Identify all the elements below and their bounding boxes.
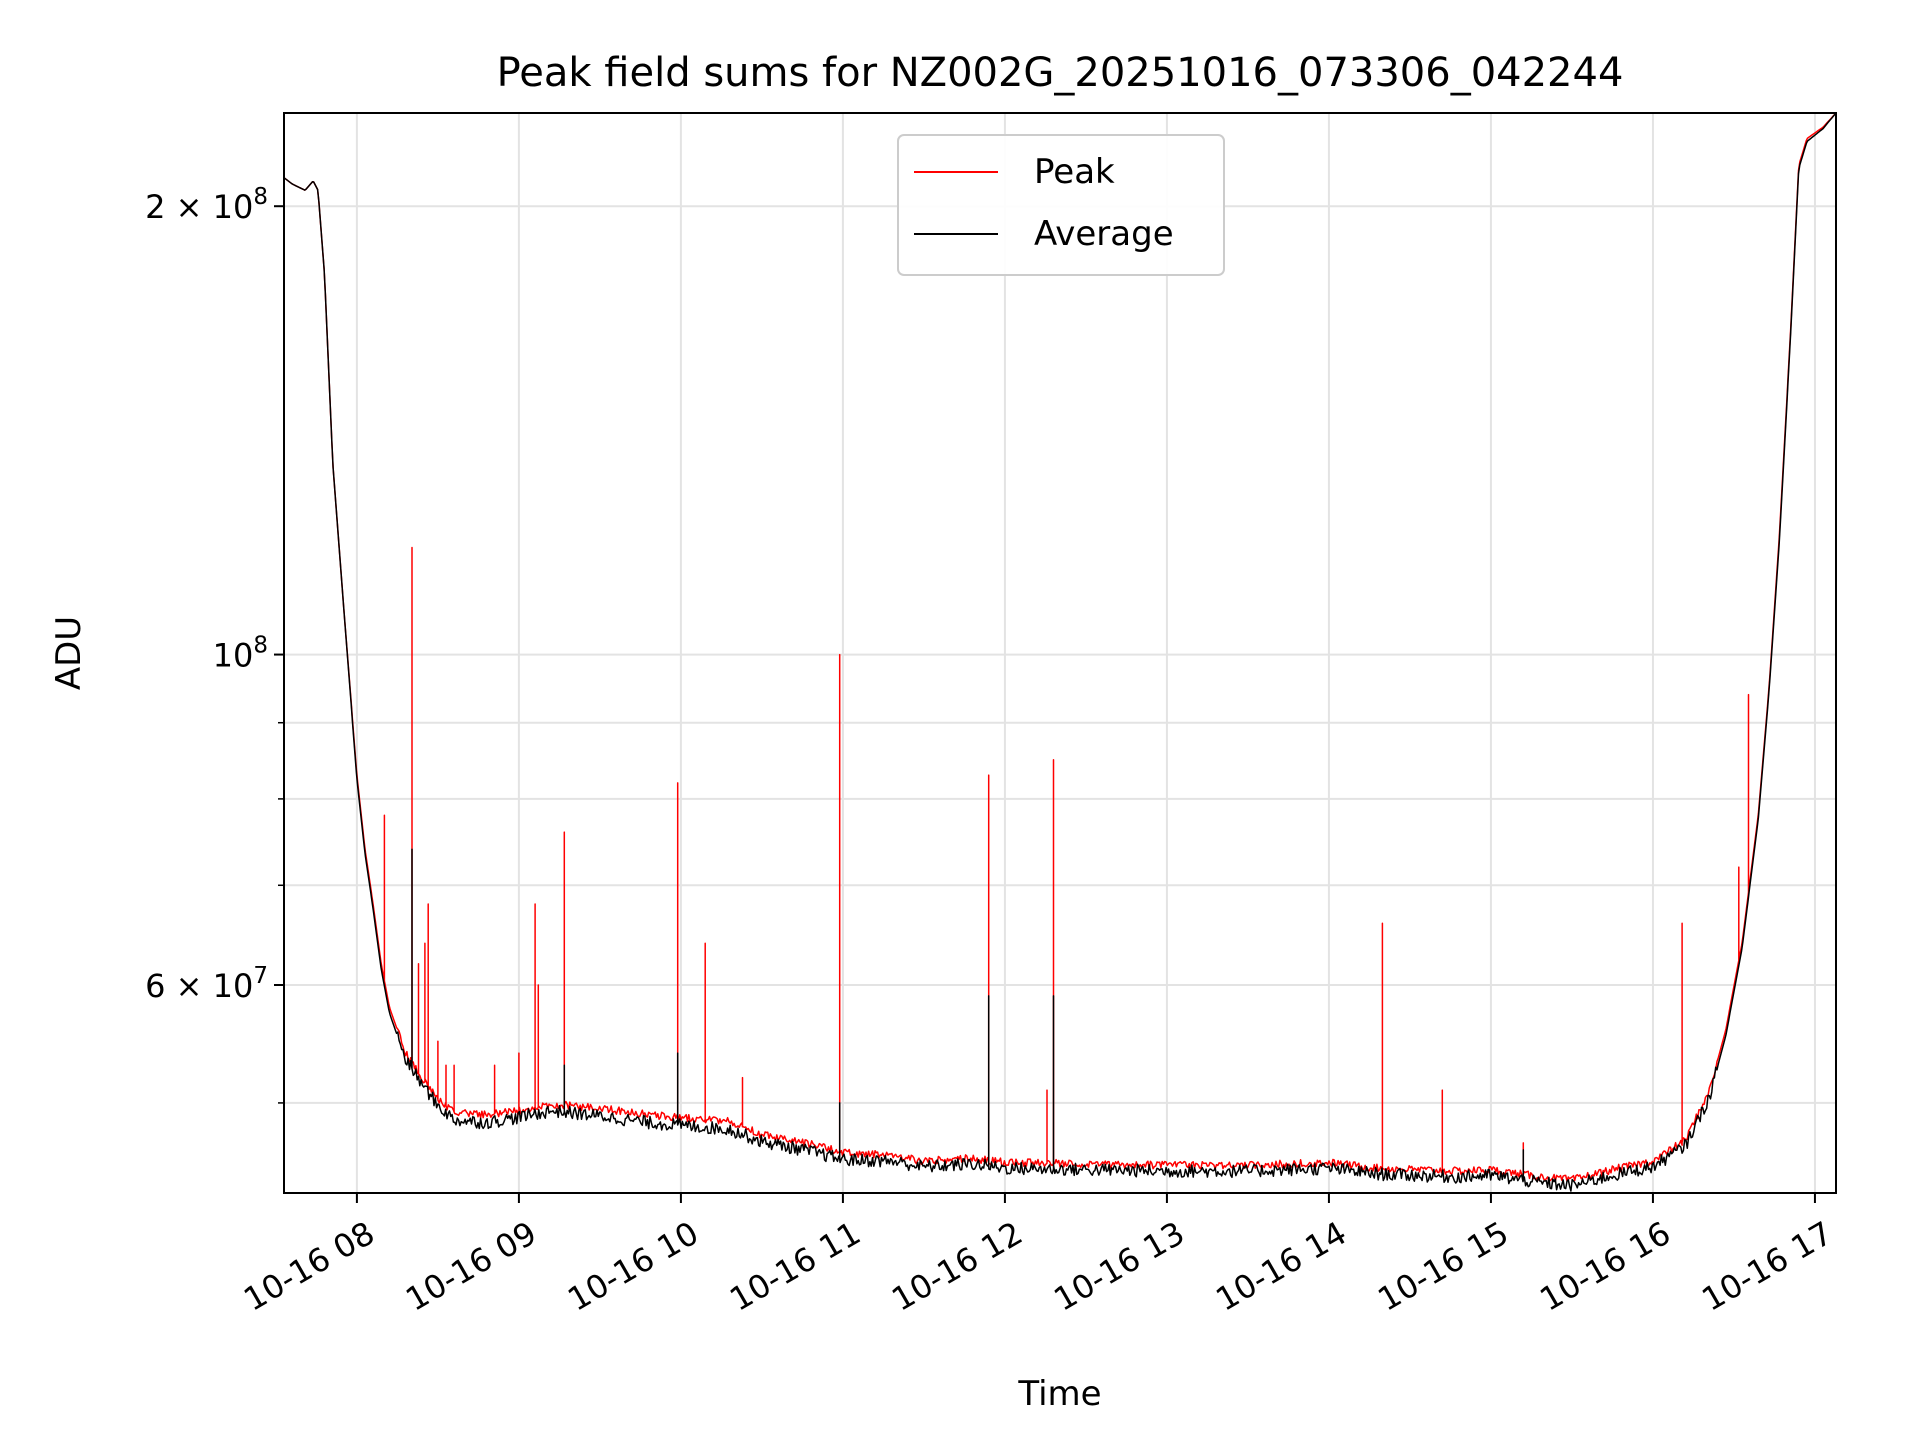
y-tick-label: 6 × 107: [145, 963, 268, 1005]
plot-series: [284, 113, 1836, 1192]
y-axis-label: ADU: [49, 616, 89, 690]
legend-box: [897, 134, 1225, 276]
x-tick-label: 10-16 10: [561, 1214, 705, 1319]
series-line-peak: [284, 113, 1836, 1183]
x-tick-label: 10-16 12: [885, 1214, 1029, 1319]
chart-title: Peak field sums for NZ002G_20251016_0733…: [497, 50, 1624, 96]
x-tick-label: 10-16 08: [237, 1214, 381, 1319]
plot-frame: [283, 112, 1837, 1194]
x-tick-label: 10-16 15: [1371, 1214, 1515, 1319]
legend-peak-label: Peak: [1034, 152, 1115, 192]
x-tick-label: 10-16 17: [1695, 1214, 1839, 1319]
y-tick-label: 2 × 108: [145, 184, 268, 226]
x-tick-label: 10-16 11: [723, 1214, 867, 1319]
legend-average-label: Average: [1034, 214, 1174, 254]
axis-ticks: 10-16 08 10-16 09 10-16 10 10-16 11 10-16 12…: [145, 184, 1839, 1318]
legend: Peak Average: [897, 134, 1225, 276]
y-tick-label: 108: [213, 633, 268, 675]
x-tick-label: 10-16 09: [399, 1214, 543, 1319]
series-line-average: [284, 113, 1836, 1192]
x-axis-label: Time: [1017, 1374, 1101, 1414]
x-tick-label: 10-16 16: [1533, 1214, 1677, 1319]
x-tick-label: 10-16 14: [1209, 1214, 1353, 1319]
x-tick-label: 10-16 13: [1047, 1214, 1191, 1319]
